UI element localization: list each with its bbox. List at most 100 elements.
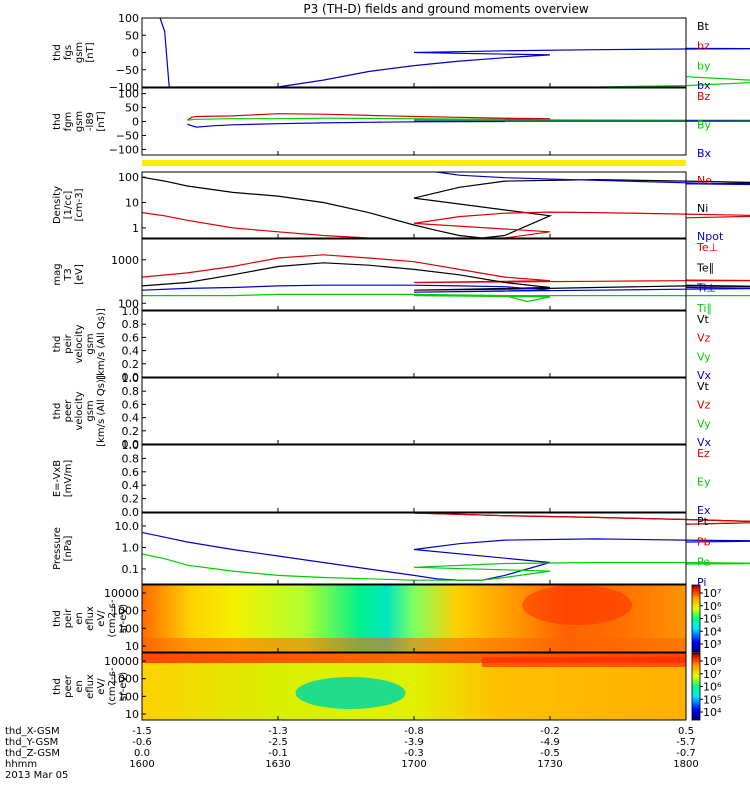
- peir_velocity-ylabel: thd: [52, 336, 63, 353]
- peer_velocity-legend-0: Vt: [697, 380, 710, 393]
- fgm-legend-2: Bx: [697, 147, 712, 160]
- fgs-ytick-label: 0: [132, 47, 139, 60]
- peer_velocity-legend-1: Vz: [697, 399, 711, 412]
- peer_energy_flux-colorbar-label: 10⁸: [703, 655, 722, 668]
- peer_energy_flux-ytick-label: 1000: [111, 673, 139, 686]
- peir_velocity-ytick-label: 0.6: [122, 331, 140, 344]
- fgm-series-Bx: [187, 120, 750, 128]
- pressure-legend-2: Pe: [697, 556, 710, 569]
- peer_energy_flux-ylabel: eV/: [96, 678, 107, 695]
- peer_velocity-ytick-label: 0.4: [122, 412, 140, 425]
- peir_energy_flux-hot-region: [522, 585, 633, 625]
- xaxis-row2-value-4: -0.7: [676, 748, 696, 759]
- peir_velocity-frame: [141, 310, 687, 378]
- xaxis-row3-value-0: 1600: [129, 759, 154, 770]
- peer_energy_flux-colorbar-label: 10⁴: [703, 706, 722, 719]
- fgs-legend-1: bz: [697, 40, 710, 53]
- flag-bar: [142, 160, 686, 166]
- efield-ylabel: [mV/m]: [63, 460, 74, 498]
- fgm-ytick-label: −50: [116, 129, 139, 142]
- temperature-series-Ti⊥: [141, 284, 750, 293]
- xaxis-row1-value-0: -0.6: [132, 737, 152, 748]
- fgs-ylabel: thd: [52, 44, 63, 61]
- temperature-ylabel: [eV]: [74, 264, 85, 285]
- peir_velocity-legend-2: Vy: [697, 350, 711, 363]
- peir_energy_flux-colorbar-label: 10³: [703, 638, 721, 651]
- temperature-legend-3: Ti∥: [696, 302, 712, 315]
- temperature-ytick-label: 100: [118, 297, 139, 310]
- density-ytick-label: 10: [125, 197, 139, 210]
- xaxis-row2-value-2: -0.3: [404, 748, 424, 759]
- pressure-legend-1: Pb: [697, 535, 711, 548]
- temperature-ytick-label: 1000: [111, 254, 139, 267]
- density-series-Npot: [436, 171, 750, 186]
- peer_energy_flux-high-energy-band: [142, 653, 686, 663]
- pressure-series-Pe: [141, 553, 750, 581]
- efield-ytick-label: 0.8: [122, 452, 140, 465]
- peer_velocity-ytick-label: 0.8: [122, 385, 140, 398]
- peer_velocity-ylabel: velocity: [74, 391, 85, 430]
- peer_velocity-ylabel: thd: [52, 403, 63, 420]
- peer_energy_flux-ylabel: en: [74, 680, 85, 693]
- xaxis-row0-value-2: -0.8: [404, 726, 424, 737]
- fgs-ytick-label: 50: [125, 29, 139, 42]
- peir_energy_flux-ytick-label: 100: [118, 622, 139, 635]
- efield-ytick-label: 0.2: [122, 493, 140, 506]
- pressure-series-Pb: [413, 512, 750, 525]
- peer_velocity-legend-2: Vy: [697, 417, 711, 430]
- peer_velocity-ytick-label: 0.0: [122, 438, 140, 451]
- peer_energy_flux-ytick-label: 10: [125, 708, 139, 721]
- fgm-ylabel: thd: [52, 113, 63, 130]
- density-ytick-label: 100: [118, 171, 139, 184]
- fgm-series-By: [187, 117, 750, 122]
- peir_velocity-legend-1: Vz: [697, 332, 711, 345]
- density-legend-1: Ni: [697, 202, 708, 215]
- temperature-series-Te⊥: [141, 254, 750, 284]
- efield-legend-0: Ez: [697, 447, 710, 460]
- xaxis-row-label-2: thd_Z-GSM: [5, 748, 60, 759]
- peer_velocity-ylabel: peer: [63, 399, 74, 423]
- efield-ytick-label: 0.0: [122, 506, 140, 519]
- peer_energy_flux-colorbar: [691, 652, 701, 721]
- peer_energy_flux-colorbar-label: 10⁶: [703, 681, 722, 694]
- temperature-series-Ti∥: [142, 293, 750, 303]
- peer_velocity-legend-3: Vx: [697, 436, 712, 449]
- efield-ylabel: E=-VxB: [52, 460, 63, 497]
- xaxis-row2-value-0: 0.0: [134, 748, 150, 759]
- xaxis-date: 2013 Mar 05: [5, 770, 68, 781]
- pressure-ytick-label: 0.1: [122, 563, 140, 576]
- xaxis-row1-value-2: -3.9: [404, 737, 424, 748]
- xaxis-row0-value-1: -1.3: [268, 726, 288, 737]
- peer_energy_flux-ylabel: eflux: [85, 674, 96, 699]
- peer_velocity-ylabel: gsm: [85, 400, 96, 421]
- pressure-series-Pi: [141, 531, 750, 581]
- peir_energy_flux-colorbar-label: 10⁶: [703, 600, 722, 613]
- peir_energy_flux-ylabel: peir: [63, 608, 74, 628]
- peer_energy_flux-colorbar-label: 10⁷: [703, 668, 721, 681]
- peir_velocity-ylabel: gsm: [85, 333, 96, 354]
- peir_energy_flux-ytick-label: 1000: [111, 605, 139, 618]
- peir_energy_flux-colorbar-label: 10⁵: [703, 613, 721, 626]
- peer_velocity-frame: [141, 377, 687, 445]
- xaxis-row-label-0: thd_X-GSM: [5, 726, 60, 737]
- fgs-legend-0: Bt: [697, 20, 710, 33]
- xaxis-row0-value-4: 0.5: [678, 726, 694, 737]
- peir_velocity-ytick-label: 0.2: [122, 358, 140, 371]
- efield-ytick-label: 0.4: [122, 479, 140, 492]
- peir_velocity-ylabel: velocity: [74, 324, 85, 363]
- fgm-ylabel: gsm: [74, 111, 85, 132]
- fgs-series-bx: [159, 17, 750, 88]
- density-ylabel: Density: [52, 186, 63, 224]
- peir_energy_flux-ytick-label: 10000: [104, 587, 139, 600]
- fgs-ytick-label: 100: [118, 12, 139, 25]
- peir_energy_flux-ylabel: thd: [52, 610, 63, 627]
- temperature-legend-2: Ti⊥: [696, 282, 716, 295]
- peer_energy_flux-colorbar-label: 10⁵: [703, 693, 721, 706]
- xaxis-row3-value-1: 1630: [265, 759, 290, 770]
- fgm-ylabel: -l89: [85, 112, 96, 131]
- peer_velocity-ytick-label: 0.6: [122, 398, 140, 411]
- density-legend-2: Npot: [697, 230, 724, 243]
- peer_energy_flux-ylabel: thd: [52, 678, 63, 695]
- peir_energy_flux-ylabel: (cm2-s-: [107, 599, 118, 637]
- peir_energy_flux-ylabel: eV/: [96, 610, 107, 627]
